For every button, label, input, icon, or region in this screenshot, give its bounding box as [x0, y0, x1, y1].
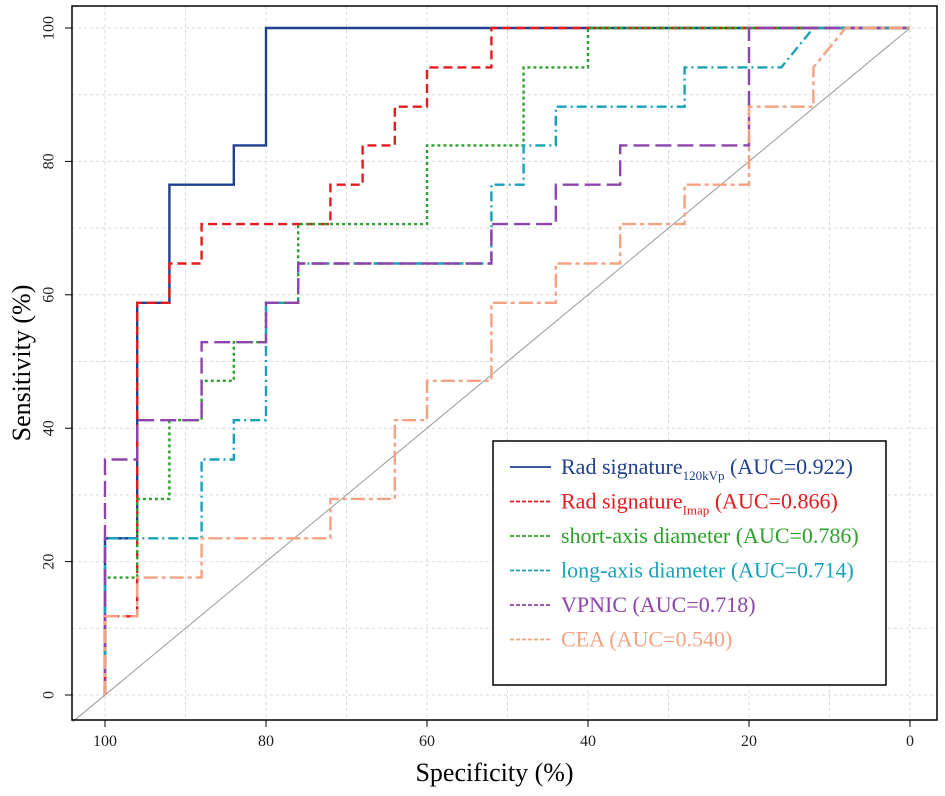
- x-tick-label: 0: [906, 733, 914, 750]
- legend-label-3: long-axis diameter (AUC=0.714): [561, 558, 854, 583]
- plot-frame: [71, 5, 938, 721]
- x-tick-label: 100: [93, 733, 117, 750]
- y-tick-label: 100: [41, 16, 58, 40]
- legend-box: [492, 440, 887, 686]
- x-tick-label: 40: [580, 733, 596, 750]
- y-tick-label: 60: [41, 287, 58, 303]
- x-tick-label: 20: [741, 733, 757, 750]
- x-axis-title: Specificity (%): [415, 758, 573, 787]
- series-line-1: [103, 26, 910, 695]
- series-line-2: [103, 26, 910, 695]
- legend: Rad signature120kVp (AUC=0.922) Rad signa…: [492, 440, 887, 686]
- y-tick-label: 0: [41, 691, 58, 699]
- series-line-0: [103, 26, 910, 695]
- legend-label-0: Rad signature120kVp (AUC=0.922): [561, 454, 853, 483]
- series-line-4: [103, 26, 910, 695]
- x-axis-ticks: 100 80 60 40 20 0: [93, 720, 914, 750]
- series-line-5: [103, 26, 910, 695]
- legend-label-1: Rad signatureImap (AUC=0.866): [561, 489, 838, 518]
- legend-label-4: VPNIC (AUC=0.718): [561, 592, 756, 617]
- y-axis-title: Sensitivity (%): [7, 285, 36, 442]
- x-tick-label: 80: [258, 733, 274, 750]
- legend-label-5: CEA (AUC=0.540): [561, 627, 732, 652]
- y-tick-label: 40: [41, 420, 58, 436]
- legend-label-2: short-axis diameter (AUC=0.786): [561, 523, 859, 548]
- y-tick-label: 80: [41, 153, 58, 169]
- y-axis-ticks: 0 20 40 60 80 100: [41, 16, 72, 699]
- series-lines: [103, 26, 910, 695]
- series-line-3: [103, 26, 910, 695]
- y-tick-label: 20: [41, 554, 58, 570]
- x-tick-label: 60: [419, 733, 435, 750]
